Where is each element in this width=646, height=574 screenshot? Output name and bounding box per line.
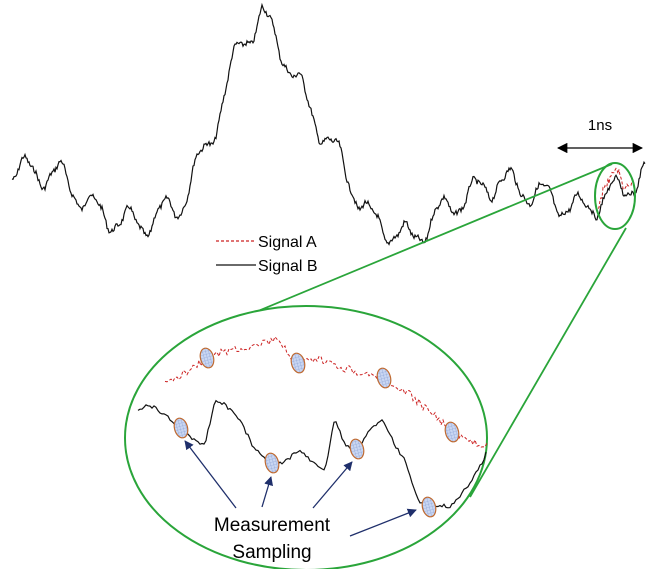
sample-marker [173, 417, 189, 439]
sample-marker [349, 438, 365, 460]
signal-a-zoomed-trace [164, 335, 488, 448]
sample-marker [421, 496, 437, 518]
sampling-markers-signal-a [199, 347, 460, 443]
sample-marker [444, 421, 460, 443]
time-scale-label: 1ns [588, 117, 612, 134]
arrow [349, 508, 417, 537]
zoom-connector-top [221, 163, 613, 327]
sample-marker [376, 367, 392, 389]
annotation-arrows [184, 440, 417, 537]
signal-b-main-trace [11, 2, 646, 246]
zoom-connector-bottom [469, 227, 627, 498]
signal-a-main-trace [597, 167, 633, 209]
sampling-markers-signal-b [173, 417, 437, 518]
annotation-line-1: Measurement [214, 515, 331, 536]
sample-marker [264, 452, 280, 474]
sample-marker [199, 347, 215, 369]
legend-signal-a-label: Signal A [258, 234, 317, 251]
legend: Signal A Signal B [216, 234, 318, 275]
zoom-source-ellipse [594, 162, 636, 230]
arrow [312, 461, 353, 509]
arrow [261, 476, 274, 508]
sample-marker [290, 352, 306, 374]
arrow [184, 440, 237, 509]
legend-signal-b-label: Signal B [258, 258, 318, 275]
annotation-line-2: Sampling [232, 542, 311, 563]
